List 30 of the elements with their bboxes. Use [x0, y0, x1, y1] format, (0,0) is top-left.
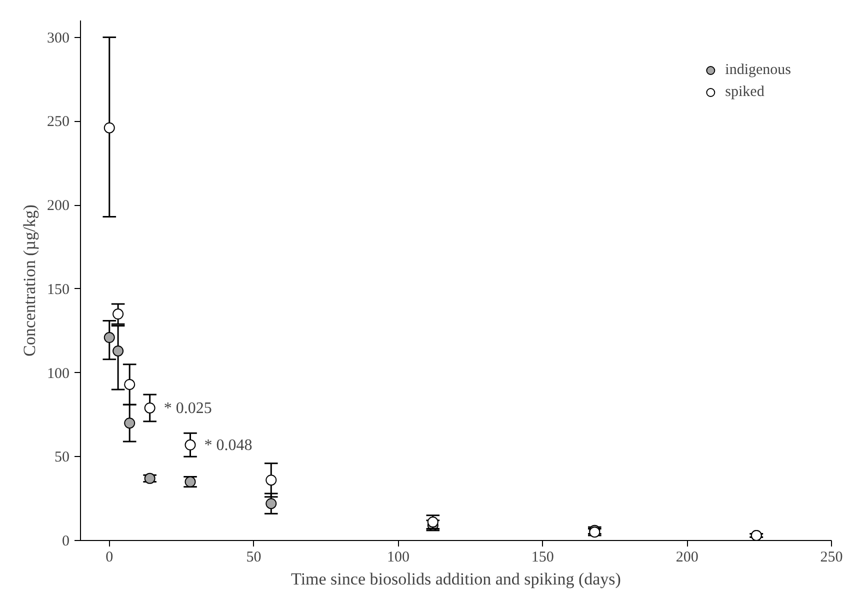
- x-axis-title: Time since biosolids addition and spiking (days): [291, 570, 621, 588]
- x-tick-label: 0: [106, 550, 114, 566]
- point: [144, 402, 156, 414]
- point: [266, 474, 277, 486]
- y-tick-label: 0: [62, 534, 70, 550]
- point: [427, 516, 438, 528]
- point: [104, 332, 115, 344]
- point: [112, 345, 124, 356]
- y-tick-label: 50: [54, 450, 70, 466]
- y-tick-label: 100: [47, 366, 70, 382]
- point: [124, 379, 136, 390]
- point: [184, 439, 196, 450]
- x-tick-label: 100: [386, 550, 410, 566]
- legend-label: spiked: [725, 84, 764, 100]
- y-tick-label: 200: [47, 198, 70, 214]
- y-tick-label: 150: [47, 282, 70, 298]
- y-axis-title: Concentration (µg/kg): [20, 204, 39, 356]
- point: [144, 472, 156, 484]
- x-tick-label: 150: [531, 550, 554, 566]
- x-tick-label: 50: [246, 550, 262, 566]
- y-tick-label: 250: [47, 114, 70, 130]
- x-tick-label: 200: [676, 550, 698, 566]
- y-tick-label: 300: [47, 30, 70, 46]
- annotation: * 0.048: [204, 436, 252, 454]
- annotation: * 0.025: [164, 400, 212, 417]
- point: [104, 122, 115, 134]
- legend-label: indigenous: [725, 62, 791, 78]
- x-tick-label: 250: [820, 550, 843, 566]
- point: [112, 308, 124, 320]
- point: [124, 418, 136, 429]
